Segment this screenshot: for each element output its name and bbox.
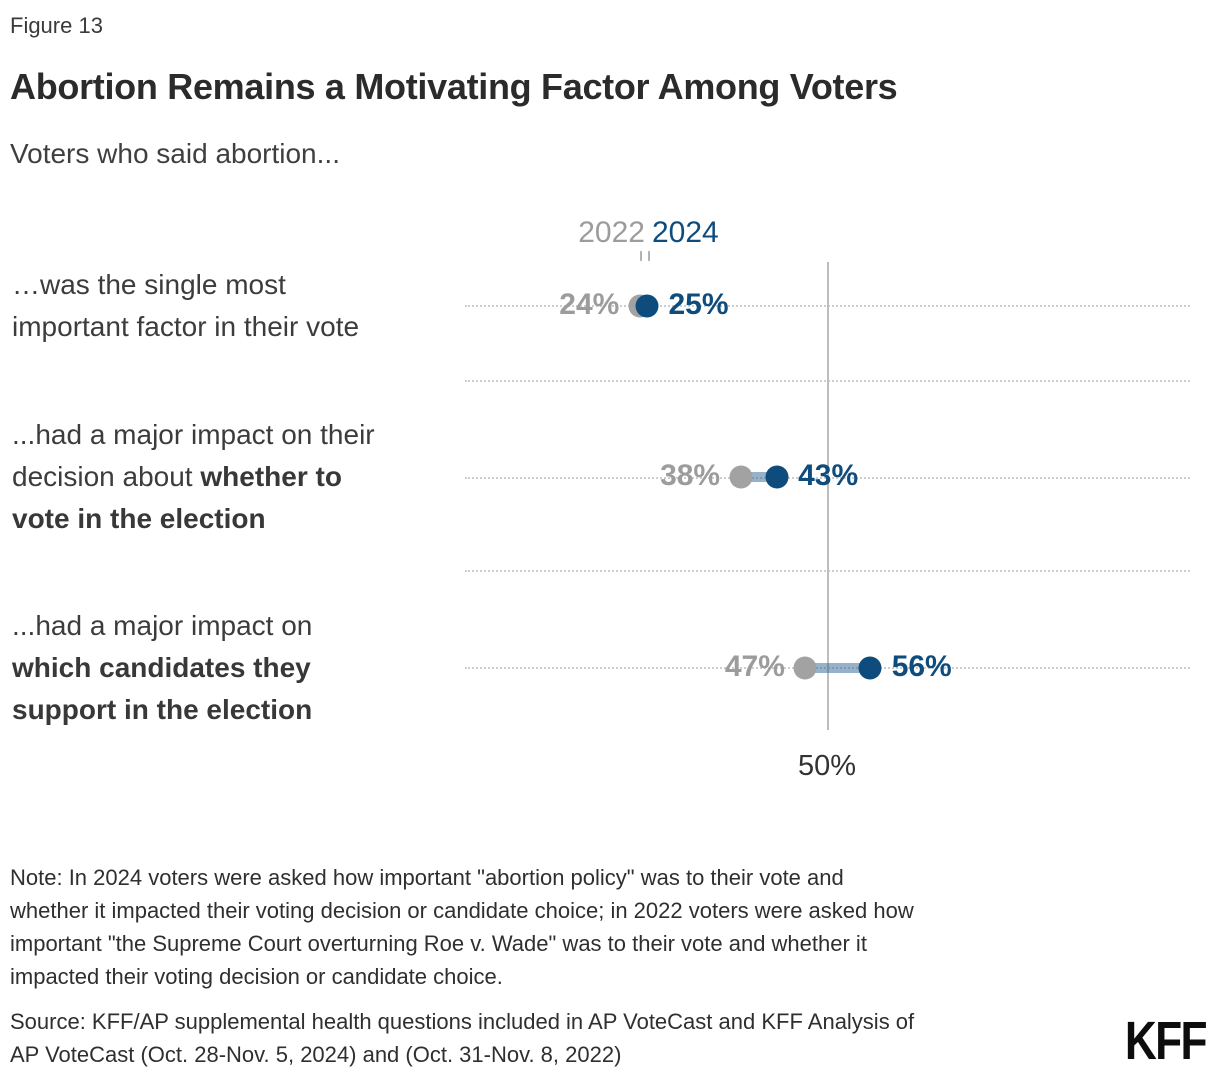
category-label: ...had a major impact on their decision a… [12,414,375,540]
text-line: impacted their voting decision or candid… [10,964,503,989]
dot-2022 [793,656,817,680]
text-line: whether it impacted their voting decisio… [10,898,914,923]
category-label-line: important factor in their vote [12,311,360,342]
dumbbell-connector [740,472,777,482]
category-label-line: decision about whether to [12,461,342,492]
dot-2024 [635,294,659,318]
category-label-line: support in the election [12,694,313,725]
value-2022: 38% [660,458,721,492]
legend-2022: 2022 [578,216,645,249]
value-2022: 24% [559,287,620,321]
dot-2024 [765,465,789,489]
value-2024: 25% [668,287,729,321]
figure-label: Figure 13 [10,13,103,38]
text-line: Note: In 2024 voters were asked how impo… [10,865,844,890]
value-2024: 56% [891,649,952,683]
dot-2024 [858,656,882,680]
legend-tick [647,251,650,261]
value-2022: 47% [724,649,785,683]
chart-subtitle: Voters who said abortion... [10,138,340,169]
page-title: Abortion Remains a Motivating Factor Amo… [10,66,898,107]
text-line: important "the Supreme Court overturning… [10,931,867,956]
category-label-line: ...had a major impact on [12,610,313,641]
category-label-line: which candidates they [12,652,311,683]
category-label-line: vote in the election [12,503,266,534]
value-2024: 43% [798,458,859,492]
reference-line-50 [827,262,829,730]
legend-tick [639,251,642,261]
legend-2024: 2024 [652,216,719,249]
category-label-line: …was the single most [12,269,286,300]
category-label-line: ...had a major impact on their [12,419,375,450]
dumbbell-connector [805,663,871,673]
axis-label-50: 50% [797,750,857,782]
source-text: Source: KFF/AP supplemental health quest… [10,1005,914,1071]
note-text: Note: In 2024 voters were asked how impo… [10,861,914,993]
dot-2022 [729,465,753,489]
text-line: AP VoteCast (Oct. 28-Nov. 5, 2024) and (… [10,1042,622,1067]
kff-logo: KFF [1124,1011,1208,1071]
text-line: Source: KFF/AP supplemental health quest… [10,1009,915,1034]
category-label: ...had a major impact on which candidates… [12,605,312,731]
category-label: …was the single most important factor in … [12,264,359,348]
